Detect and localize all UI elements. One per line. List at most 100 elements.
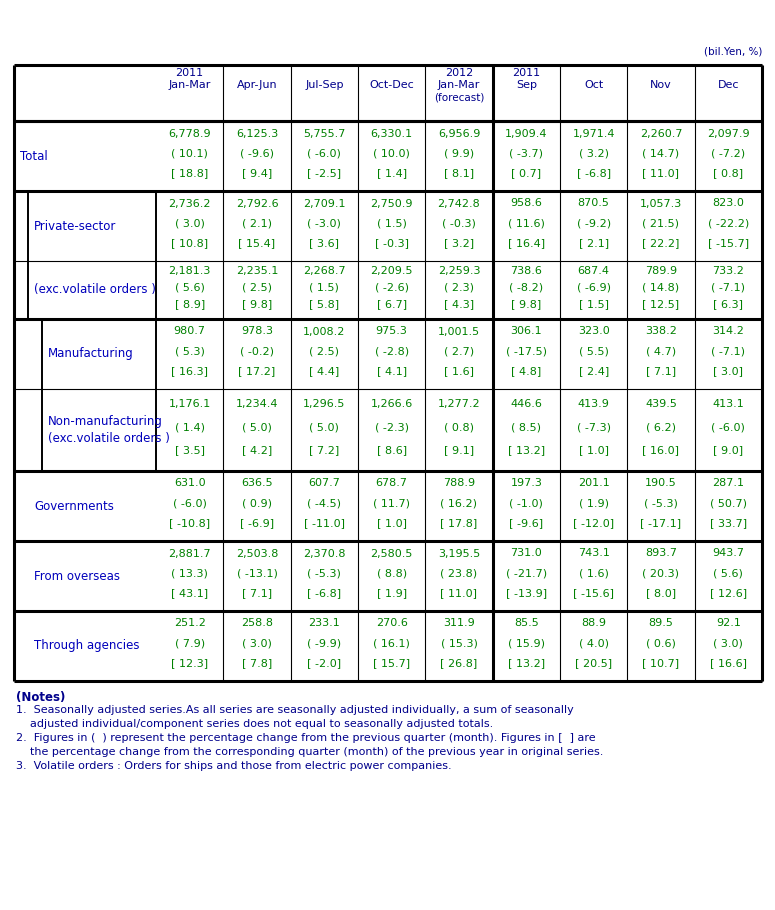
Text: ( 3.0): ( 3.0) <box>714 639 743 649</box>
Text: ( 5.6): ( 5.6) <box>174 283 205 293</box>
Text: ( 1.4): ( 1.4) <box>174 422 205 432</box>
Text: 3,195.5: 3,195.5 <box>438 549 480 559</box>
Text: 2,881.7: 2,881.7 <box>168 549 211 559</box>
Text: [ 4.4]: [ 4.4] <box>309 367 339 377</box>
Text: ( -3.0): ( -3.0) <box>308 218 341 228</box>
Text: Manufacturing: Manufacturing <box>48 348 134 360</box>
Text: [ 12.5]: [ 12.5] <box>642 299 680 309</box>
Text: [ 11.0]: [ 11.0] <box>440 589 477 599</box>
Text: [ 6.7]: [ 6.7] <box>377 299 407 309</box>
Text: 1,234.4: 1,234.4 <box>236 399 278 409</box>
Text: [ 3.0]: [ 3.0] <box>713 367 743 377</box>
Text: Nov: Nov <box>650 80 672 90</box>
Text: 870.5: 870.5 <box>577 198 610 208</box>
Text: ( 3.2): ( 3.2) <box>579 148 608 158</box>
Text: ( 7.9): ( 7.9) <box>174 639 205 649</box>
Text: Jul-Sep: Jul-Sep <box>305 80 343 90</box>
Text: ( 10.1): ( 10.1) <box>171 148 208 158</box>
Text: 2012: 2012 <box>445 68 473 78</box>
Text: ( 11.7): ( 11.7) <box>374 499 410 509</box>
Text: ( -5.3): ( -5.3) <box>308 569 341 579</box>
Text: ( 1.6): ( 1.6) <box>579 569 608 579</box>
Text: [ 1.9]: [ 1.9] <box>377 589 407 599</box>
Text: ( -6.0): ( -6.0) <box>173 499 207 509</box>
Text: 197.3: 197.3 <box>511 479 542 489</box>
Text: 2011: 2011 <box>176 68 204 78</box>
Text: ( -7.2): ( -7.2) <box>711 148 746 158</box>
Text: [ 43.1]: [ 43.1] <box>171 589 208 599</box>
Text: [ 1.5]: [ 1.5] <box>579 299 608 309</box>
Text: 1,001.5: 1,001.5 <box>438 327 480 337</box>
Text: [ 9.0]: [ 9.0] <box>713 446 743 456</box>
Text: ( -7.1): ( -7.1) <box>711 347 746 357</box>
Text: ( -2.6): ( -2.6) <box>374 283 408 293</box>
Text: ( 13.3): ( 13.3) <box>171 569 208 579</box>
Text: 251.2: 251.2 <box>174 619 205 629</box>
Text: ( 0.8): ( 0.8) <box>444 422 474 432</box>
Text: ( 2.5): ( 2.5) <box>242 283 272 293</box>
Text: ( -13.1): ( -13.1) <box>236 569 277 579</box>
Text: 92.1: 92.1 <box>716 619 741 629</box>
Text: ( 15.3): ( 15.3) <box>440 639 477 649</box>
Text: ( 0.6): ( 0.6) <box>646 639 676 649</box>
Text: 2,792.6: 2,792.6 <box>236 198 278 208</box>
Text: [ -15.6]: [ -15.6] <box>574 589 614 599</box>
Text: 2,709.1: 2,709.1 <box>303 198 346 208</box>
Text: [ -15.7]: [ -15.7] <box>708 238 749 248</box>
Text: 338.2: 338.2 <box>645 327 677 337</box>
Text: [ 12.3]: [ 12.3] <box>171 659 208 669</box>
Text: 190.5: 190.5 <box>645 479 677 489</box>
Text: 2,235.1: 2,235.1 <box>236 267 278 277</box>
Text: [ 3.2]: [ 3.2] <box>444 238 474 248</box>
Text: 3.  Volatile orders : Orders for ships and those from electric power companies.: 3. Volatile orders : Orders for ships an… <box>16 761 452 771</box>
Text: ( -9.6): ( -9.6) <box>240 148 274 158</box>
Text: ( -7.3): ( -7.3) <box>577 422 611 432</box>
Text: (exc.volatile orders ): (exc.volatile orders ) <box>34 284 156 297</box>
Text: 233.1: 233.1 <box>308 619 340 629</box>
Text: [ 9.8]: [ 9.8] <box>512 299 542 309</box>
Text: 733.2: 733.2 <box>712 267 744 277</box>
Text: [ 13.2]: [ 13.2] <box>508 446 545 456</box>
Text: [ -6.8]: [ -6.8] <box>307 589 342 599</box>
Text: 1,176.1: 1,176.1 <box>168 399 211 409</box>
Text: [ 7.1]: [ 7.1] <box>242 589 272 599</box>
Text: 311.9: 311.9 <box>443 619 475 629</box>
Text: ( 2.3): ( 2.3) <box>444 283 474 293</box>
Text: 439.5: 439.5 <box>645 399 677 409</box>
Text: [ 6.3]: [ 6.3] <box>713 299 743 309</box>
Text: ( 14.7): ( 14.7) <box>642 148 680 158</box>
Text: Private-sector: Private-sector <box>34 219 116 232</box>
Text: [ 17.2]: [ 17.2] <box>239 367 276 377</box>
Text: [ 4.3]: [ 4.3] <box>444 299 474 309</box>
Text: 789.9: 789.9 <box>645 267 677 277</box>
Text: ( 3.0): ( 3.0) <box>242 639 272 649</box>
Text: 306.1: 306.1 <box>511 327 542 337</box>
Text: [ 3.6]: [ 3.6] <box>309 238 339 248</box>
Text: [ 16.3]: [ 16.3] <box>171 367 208 377</box>
Text: ( -7.1): ( -7.1) <box>711 283 746 293</box>
Text: [ 8.1]: [ 8.1] <box>444 168 474 178</box>
Text: ( -6.9): ( -6.9) <box>577 283 611 293</box>
Text: 1.  Seasonally adjusted series.As all series are seasonally adjusted individuall: 1. Seasonally adjusted series.As all ser… <box>16 705 574 715</box>
Text: the percentage change from the corresponding quarter (month) of the previous yea: the percentage change from the correspon… <box>16 747 604 757</box>
Text: ( 50.7): ( 50.7) <box>710 499 747 509</box>
Text: ( 23.8): ( 23.8) <box>440 569 477 579</box>
Text: ( 21.5): ( 21.5) <box>642 218 680 228</box>
Text: 1,266.6: 1,266.6 <box>370 399 413 409</box>
Text: 678.7: 678.7 <box>376 479 408 489</box>
Text: 978.3: 978.3 <box>241 327 273 337</box>
Text: [ -2.5]: [ -2.5] <box>307 168 342 178</box>
Text: [ 7.2]: [ 7.2] <box>309 446 339 456</box>
Text: Apr-Jun: Apr-Jun <box>236 80 277 90</box>
Text: [ 8.0]: [ 8.0] <box>646 589 676 599</box>
Text: (Notes): (Notes) <box>16 691 65 704</box>
Text: 314.2: 314.2 <box>712 327 744 337</box>
Text: ( -21.7): ( -21.7) <box>506 569 547 579</box>
Text: [ 1.0]: [ 1.0] <box>377 519 407 529</box>
Text: 6,778.9: 6,778.9 <box>168 128 211 138</box>
Text: [ -11.0]: [ -11.0] <box>304 519 345 529</box>
Text: [ 17.8]: [ 17.8] <box>440 519 477 529</box>
Text: [ 1.4]: [ 1.4] <box>377 168 407 178</box>
Text: ( 1.9): ( 1.9) <box>579 499 608 509</box>
Text: ( 1.5): ( 1.5) <box>377 218 407 228</box>
